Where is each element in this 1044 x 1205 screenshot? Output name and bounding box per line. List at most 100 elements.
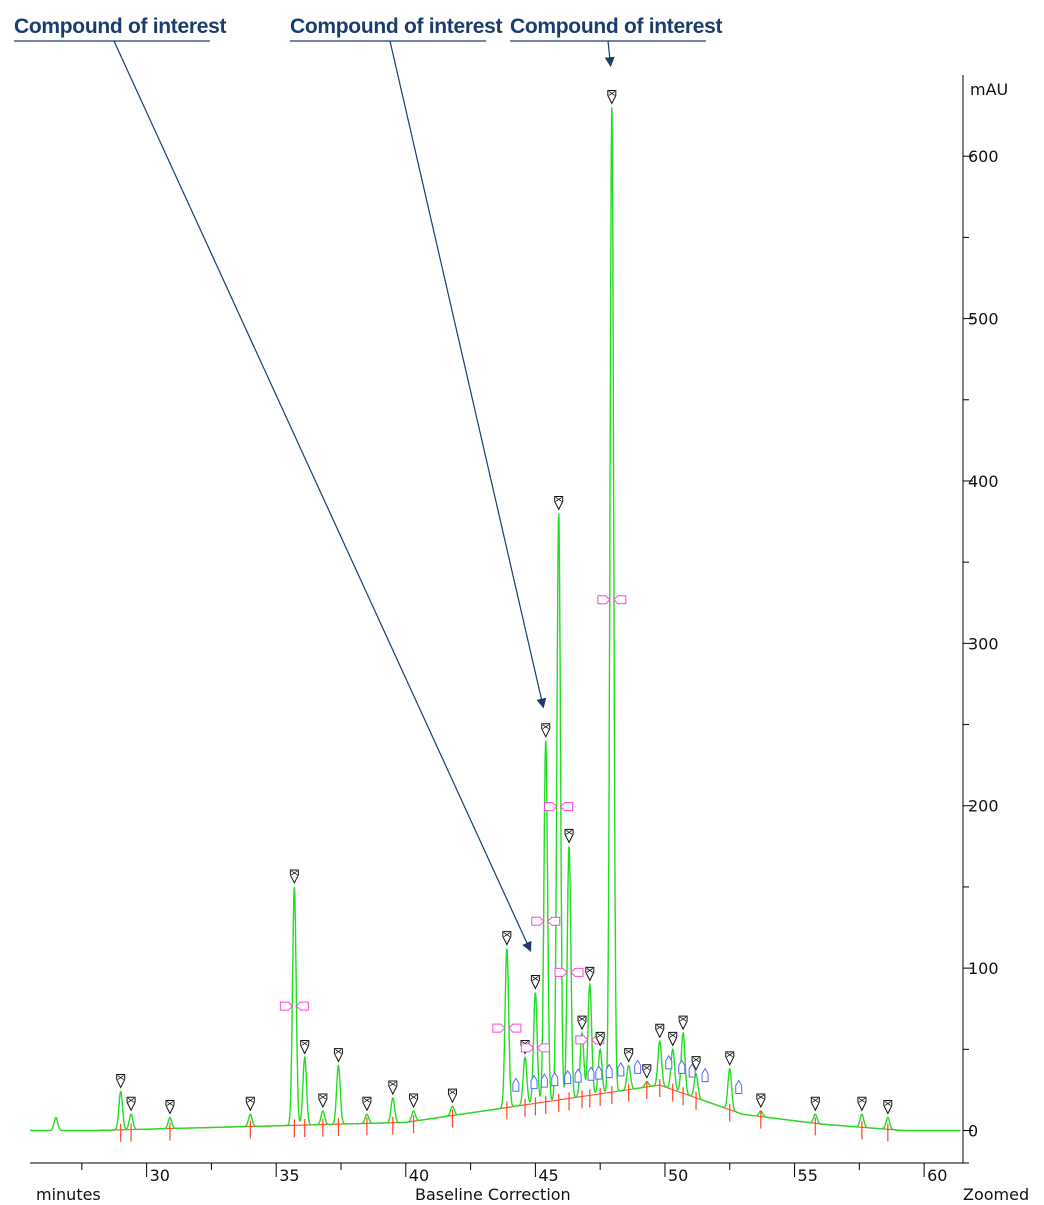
peak-apex-mark-x [669,1032,676,1038]
peak-marker [595,1031,613,1106]
callout-label: Compound of interest [510,15,722,38]
peak-apex-mark-x [757,1094,765,1100]
peak-marker [883,1100,893,1142]
peak-marker [447,1088,457,1128]
half-height-marker-left [520,1043,535,1053]
peak-apex-mark-x [301,1041,308,1046]
half-height-marker-left [544,802,558,812]
peak-apex-mark-x [596,1032,604,1038]
peak-apex-mark-x [565,830,573,835]
peak-apex-mark-x [726,1052,733,1058]
peak-apex-marker [530,974,540,990]
peak-apex-marker [883,1100,893,1115]
chromatogram-trace [30,107,961,1132]
peak-apex-mark-x [363,1097,371,1103]
half-height-marker-right [536,1043,550,1053]
x-tick-label: 55 [798,1166,818,1185]
peak-apex-marker [362,1096,372,1112]
half-height-marker-right [613,595,627,605]
valley-marker [564,1069,572,1085]
peak-apex-marker [624,1048,634,1063]
callout-2: Compound of interest [290,15,547,709]
peak-apex-marker [333,1048,343,1063]
peak-marker [668,1031,686,1102]
x-axis-label: minutes [36,1185,101,1204]
half-height-marker-right [508,1023,522,1033]
peak-marker [554,828,584,1111]
peak-apex-mark-x [335,1049,342,1054]
valley-marker [512,1077,520,1092]
peak-marker [597,89,627,1105]
peak-apex-marker [245,1096,255,1112]
peak-apex-marker [447,1088,457,1104]
peak-marker [388,1080,398,1135]
x-tick-label: 45 [538,1166,558,1185]
peak-marker [691,1056,709,1110]
peak-apex-marker [857,1096,867,1112]
valley-marker [605,1063,613,1079]
baseline-layer [94,1084,904,1132]
peak-apex-mark-x [692,1057,700,1063]
valley-marker [665,1054,673,1070]
valley-marker [530,1074,538,1090]
peak-apex-mark-x [578,1016,586,1022]
peak-apex-marker [725,1051,735,1066]
peak-apex-marker [668,1031,678,1047]
peak-apex-mark-x [884,1101,892,1106]
y-tick-label: 400 [968,472,999,491]
peak-apex-mark-x [319,1094,327,1100]
peak-apex-marker [502,931,512,946]
half-height-marker-left [575,1035,589,1045]
y-tick-label: 200 [968,797,999,816]
valley-marker [617,1061,625,1077]
half-height-marker-left [531,916,545,926]
half-height-marker-right [295,1001,309,1011]
peak-apex-mark-x [291,870,298,876]
x-tick-label: 30 [150,1166,170,1185]
half-height-marker-left [597,595,611,605]
callout-label: Compound of interest [14,15,226,38]
y-tick-label: 500 [968,310,999,329]
valley-marker [735,1079,743,1094]
peak-marker [857,1096,867,1140]
peak-marker [678,1015,696,1106]
valley-marker [551,1071,559,1087]
half-height-marker-right [570,967,584,977]
callout-label: Compound of interest [290,15,502,38]
peak-apex-marker [564,828,574,844]
half-height-marker-left [492,1023,506,1033]
peak-marker [362,1096,372,1136]
peak-marker [577,1015,595,1109]
peak-apex-mark-x [389,1081,397,1087]
valley-marker [574,1068,582,1083]
peak-marker [544,495,574,1112]
peak-apex-mark-x [656,1024,663,1030]
callout-1: Compound of interest [14,15,532,952]
peak-apex-mark-x [247,1097,254,1103]
peak-apex-marker [541,723,551,738]
peak-apex-marker [116,1074,126,1089]
peak-apex-mark-x [410,1094,417,1100]
half-height-marker-right [547,916,561,926]
y-tick-label: 100 [968,959,999,978]
peak-marker [756,1093,766,1129]
peak-marker [725,1051,743,1122]
zoom-status-label: Zoomed [963,1185,1029,1204]
peak-apex-marker [595,1031,605,1047]
peak-apex-marker [577,1015,587,1031]
baseline-line [94,1084,904,1132]
peak-apex-mark-x [625,1049,632,1054]
peak-apex-mark-x [503,932,511,937]
peak-apex-marker [300,1039,310,1055]
half-height-marker-left [554,967,568,977]
peak-apex-mark-x [858,1097,866,1103]
peak-marker [245,1096,255,1139]
peak-marker [300,1039,310,1138]
peak-marker [642,1064,652,1099]
peak-apex-mark-x [586,968,594,973]
peak-apex-marker [554,495,564,511]
peak-apex-mark-x [449,1089,456,1095]
peak-apex-mark-x [679,1016,687,1022]
peak-apex-mark-x [532,976,539,981]
